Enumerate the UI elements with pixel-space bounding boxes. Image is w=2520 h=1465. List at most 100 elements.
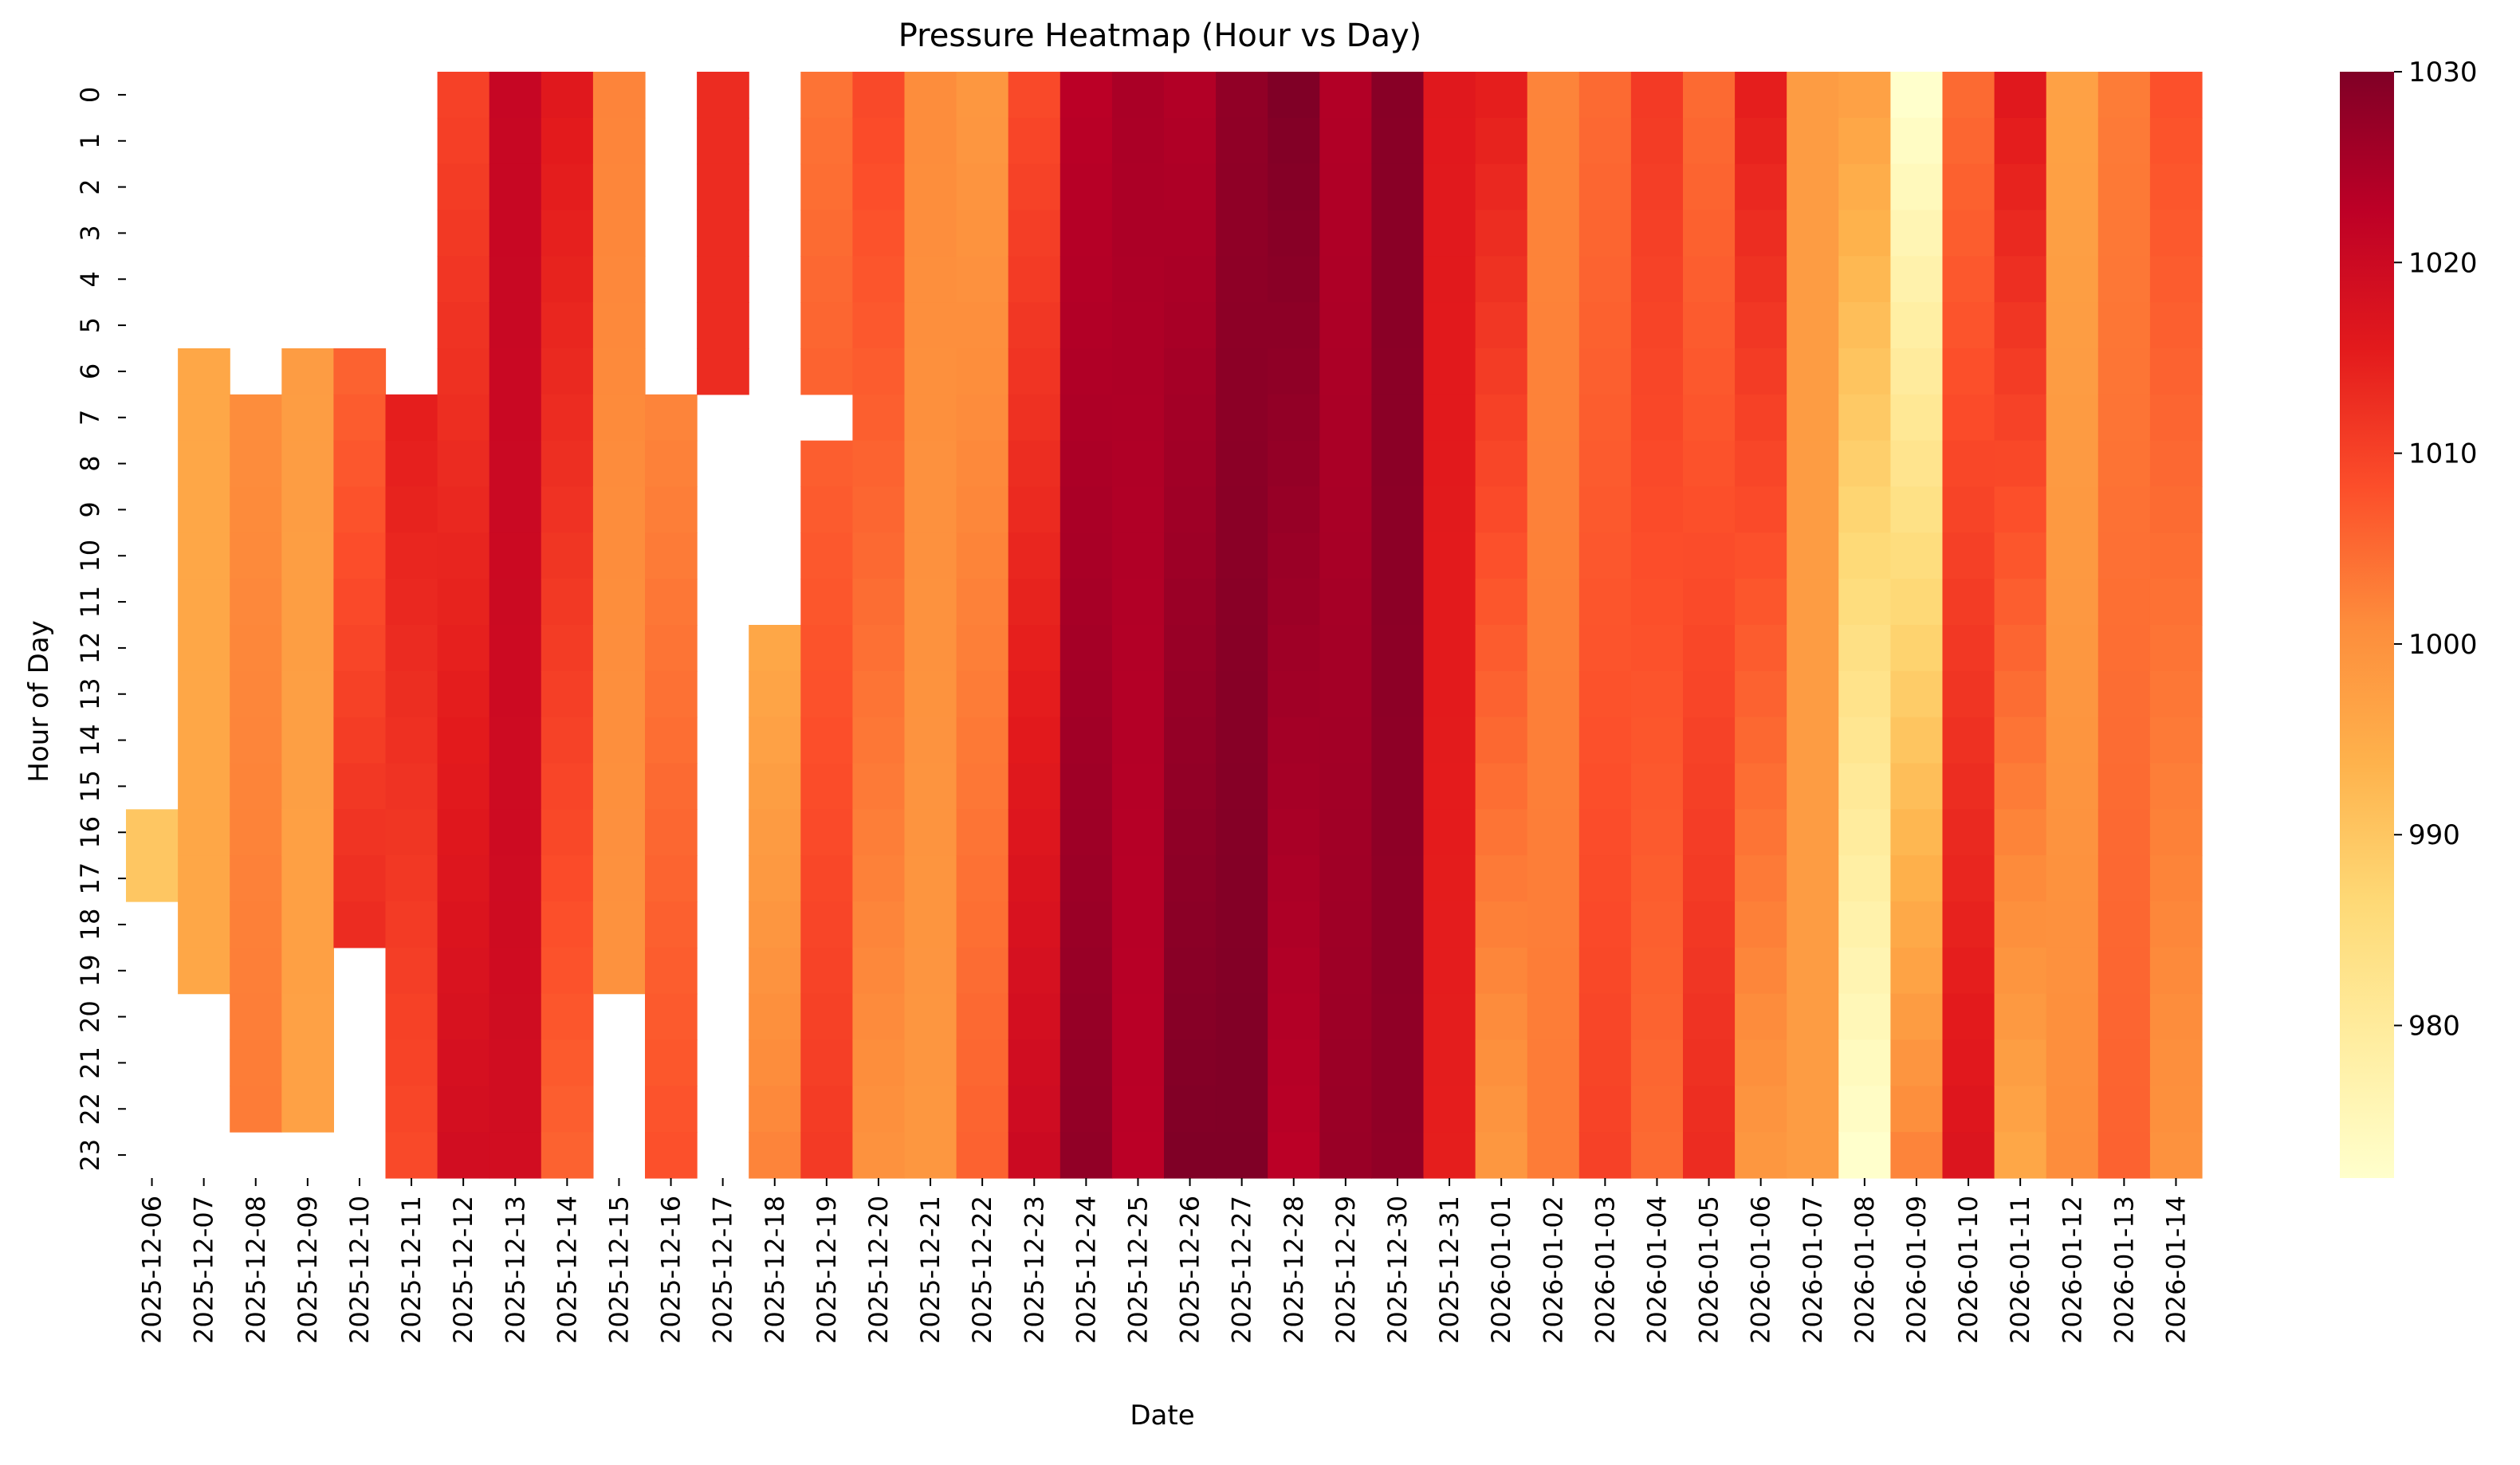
heatmap-cell (1319, 809, 1372, 856)
heatmap-cell (1164, 440, 1217, 488)
heatmap-cell (592, 855, 646, 902)
heatmap-cell (1008, 256, 1061, 303)
x-tick-label: 2025-12-19 (812, 1196, 842, 1344)
heatmap-cell (1319, 1086, 1372, 1133)
heatmap-cell (1423, 117, 1476, 165)
heatmap-cell (1994, 809, 2047, 856)
heatmap-cell (800, 1039, 853, 1086)
heatmap-cell (1319, 486, 1372, 533)
heatmap-cell (592, 717, 646, 764)
heatmap-cell (1475, 117, 1528, 165)
heatmap-cell (281, 809, 334, 856)
heatmap-cell (1890, 625, 1944, 672)
heatmap-cell (2046, 256, 2099, 303)
heatmap-cell (2046, 486, 2099, 533)
heatmap-cell (2046, 440, 2099, 488)
heatmap-cell (1630, 348, 1684, 395)
heatmap-cell (1630, 1086, 1684, 1133)
heatmap-cell (1787, 1039, 1839, 1086)
heatmap-cell (1423, 486, 1476, 533)
heatmap-cell (333, 855, 387, 902)
heatmap-cell (281, 394, 334, 442)
heatmap-cell (1423, 532, 1476, 579)
heatmap-cell (1683, 1039, 1736, 1086)
heatmap-cell (592, 256, 646, 303)
heatmap-cell (230, 1039, 282, 1086)
heatmap-cell (1735, 901, 1787, 949)
heatmap-cell (178, 947, 230, 995)
heatmap-cell (1527, 486, 1580, 533)
heatmap-cell (800, 532, 853, 579)
heatmap-cell (1008, 579, 1061, 626)
heatmap-cell (904, 486, 957, 533)
heatmap-cell (1216, 809, 1268, 856)
heatmap-cell (1683, 72, 1736, 119)
heatmap-cell (1942, 579, 1995, 626)
heatmap-cell (1216, 210, 1268, 257)
heatmap-cell (749, 993, 801, 1041)
heatmap-cell (1683, 625, 1736, 672)
y-tick-label: 17 (75, 862, 105, 895)
heatmap-cell (1164, 486, 1217, 533)
heatmap-cell (852, 348, 906, 395)
heatmap-cell (1216, 855, 1268, 902)
heatmap-cell (1787, 1086, 1839, 1133)
heatmap-cell (1111, 855, 1165, 902)
heatmap-cell (178, 394, 230, 442)
heatmap-cell (1527, 717, 1580, 764)
heatmap-cell (956, 302, 1009, 349)
heatmap-cell (1008, 947, 1061, 995)
x-tick-label: 2026-01-08 (1850, 1196, 1880, 1344)
heatmap-cell (1527, 947, 1580, 995)
heatmap-cell (592, 763, 646, 810)
heatmap-cell (904, 855, 957, 902)
heatmap-cell (1111, 348, 1165, 395)
heatmap-cell (904, 302, 957, 349)
heatmap-cell (1838, 625, 1891, 672)
heatmap-cell (1371, 1086, 1425, 1133)
heatmap-cell (1994, 625, 2047, 672)
heatmap-cell (1735, 440, 1787, 488)
heatmap-cell (1527, 1132, 1580, 1179)
heatmap-cell (1268, 717, 1320, 764)
heatmap-cell (1994, 210, 2047, 257)
heatmap-cell (178, 440, 230, 488)
heatmap-cell (697, 210, 749, 257)
heatmap-cell (904, 210, 957, 257)
heatmap-cell (1890, 163, 1944, 211)
heatmap-cell (1423, 625, 1476, 672)
heatmap-cell (2097, 809, 2151, 856)
heatmap-cell (1890, 210, 1944, 257)
heatmap-cell (178, 579, 230, 626)
heatmap-cell (1164, 763, 1217, 810)
heatmap-cell (1630, 1039, 1684, 1086)
heatmap-cell (2149, 210, 2203, 257)
heatmap-cell (1371, 579, 1425, 626)
heatmap-cell (1371, 1132, 1425, 1179)
heatmap-cell (956, 717, 1009, 764)
heatmap-cell (1008, 72, 1061, 119)
heatmap-cell (645, 1132, 698, 1179)
heatmap-cell (1111, 947, 1165, 995)
heatmap-cell (1008, 210, 1061, 257)
heatmap-cell (1268, 302, 1320, 349)
heatmap-cell (1942, 163, 1995, 211)
heatmap-cell (1890, 947, 1944, 995)
heatmap-cell (489, 1132, 542, 1179)
heatmap-cell (852, 809, 906, 856)
heatmap-cell (592, 117, 646, 165)
heatmap-cell (1942, 486, 1995, 533)
heatmap-cell (2149, 670, 2203, 718)
heatmap-cell (904, 532, 957, 579)
heatmap-cell (1371, 1039, 1425, 1086)
x-tick-label: 2025-12-17 (708, 1196, 738, 1344)
heatmap-cell (1475, 210, 1528, 257)
heatmap-cell (1008, 486, 1061, 533)
heatmap-cell (1787, 901, 1839, 949)
heatmap-cell (1319, 993, 1372, 1041)
heatmap-cell (1423, 72, 1476, 119)
heatmap-cell (489, 947, 542, 995)
heatmap-cell (1787, 947, 1839, 995)
heatmap-cell (1683, 579, 1736, 626)
heatmap-cell (1942, 348, 1995, 395)
